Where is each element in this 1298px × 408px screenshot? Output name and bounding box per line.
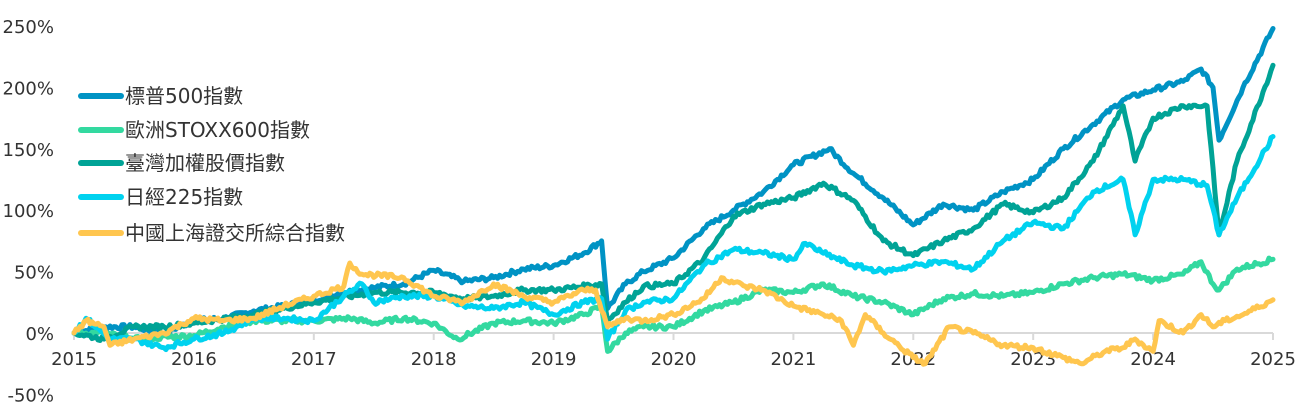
x-tick-label: 2019: [531, 349, 577, 370]
y-tick-label: 200%: [3, 78, 54, 99]
y-tick-label: 100%: [3, 201, 54, 222]
y-tick-label: 0%: [25, 324, 54, 345]
legend: 標普500指數歐洲STOXX600指數臺灣加權股價指數日經225指數中國上海證交…: [78, 84, 345, 245]
y-tick-label: 50%: [14, 263, 54, 284]
series-line-3: [71, 134, 1276, 353]
series-line-0: [71, 26, 1276, 337]
x-tick-label: 2015: [51, 349, 97, 370]
y-tick-label: 250%: [3, 17, 54, 38]
legend-label: 日經225指數: [125, 185, 243, 209]
x-tick-label: 2017: [291, 349, 337, 370]
y-tick-label: 150%: [3, 140, 54, 161]
legend-label: 臺灣加權股價指數: [125, 151, 285, 175]
legend-label: 標普500指數: [125, 84, 243, 108]
x-axis: 2015 2016 2017 2018 2019 2020 2021 2022 2023 2024…: [51, 332, 1296, 370]
x-tick-label: 2016: [171, 349, 217, 370]
x-tick-label: 2021: [770, 349, 816, 370]
x-tick-label: 2024: [1130, 349, 1176, 370]
series-line-4: [71, 260, 1276, 367]
y-axis: 250% 200% 150% 100% 50% 0% -50%: [3, 17, 54, 406]
x-tick-label: 2018: [411, 349, 457, 370]
y-tick-label: -50%: [7, 385, 54, 406]
legend-label: 歐洲STOXX600指數: [125, 118, 310, 142]
x-tick-label: 2020: [651, 349, 697, 370]
x-tick-label: 2025: [1250, 349, 1296, 370]
legend-label: 中國上海證交所綜合指數: [125, 221, 345, 245]
series-lines: [71, 26, 1276, 367]
